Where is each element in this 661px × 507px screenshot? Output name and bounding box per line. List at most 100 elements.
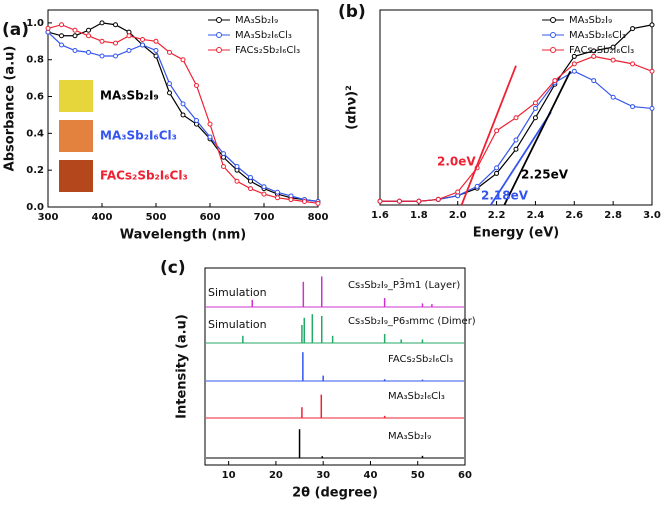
data-point — [126, 33, 132, 39]
data-point — [180, 57, 186, 63]
data-point — [494, 128, 500, 134]
x-tick-label: 800 — [308, 212, 329, 223]
x-tick-label: 500 — [146, 212, 167, 223]
x-tick-label: 2.4 — [527, 210, 545, 221]
data-point — [113, 53, 118, 59]
data-point — [532, 105, 538, 111]
panel-label: (c) — [160, 258, 186, 278]
legend-marker — [216, 17, 222, 23]
annotation: Simulation — [208, 318, 267, 331]
data-point — [194, 82, 199, 88]
x-tick-label: 30 — [316, 470, 330, 481]
data-point — [532, 115, 538, 121]
plot-frame — [204, 267, 466, 466]
data-point — [302, 198, 307, 204]
x-tick-label: 50 — [411, 470, 425, 481]
legend-marker — [550, 32, 556, 38]
data-point — [552, 78, 558, 84]
data-point — [45, 25, 51, 31]
legend-label: FACs₂Sb₂I₆Cl₃ — [235, 45, 300, 56]
fit-line — [489, 111, 552, 206]
data-point — [494, 170, 500, 176]
inset-label: FACs₂Sb₂I₆Cl₃ — [100, 169, 188, 183]
legend-label: MA₃Sb₂I₆Cl₃ — [569, 30, 626, 41]
data-point — [513, 137, 519, 143]
x-tick-label: 1.6 — [371, 210, 389, 221]
data-point — [221, 151, 226, 157]
inset-swatch — [59, 160, 93, 192]
data-point — [207, 121, 213, 127]
data-point — [72, 27, 78, 33]
data-point — [649, 105, 655, 111]
plot-frame — [47, 9, 319, 208]
data-point — [59, 42, 64, 48]
legend-label: MA₃Sb₂I₆Cl₃ — [235, 30, 292, 41]
x-tick-label: 2.2 — [488, 210, 506, 221]
data-point — [396, 198, 402, 204]
trace-label: FACs₂Sb₂I₆Cl₃ — [388, 354, 453, 365]
legend-label: MA₃Sb₂I₉ — [235, 15, 278, 26]
annotation: 2.0eV — [437, 155, 476, 169]
data-point — [86, 33, 91, 39]
panel-label: (b) — [338, 2, 366, 22]
x-tick-label: 10 — [222, 470, 236, 481]
data-point — [99, 38, 105, 44]
data-point — [275, 195, 280, 201]
data-point — [248, 175, 253, 181]
data-point — [474, 183, 480, 189]
data-point — [167, 81, 172, 87]
x-tick-label: 40 — [363, 470, 377, 481]
data-point — [59, 33, 64, 39]
data-point — [288, 197, 294, 203]
data-point — [630, 104, 636, 110]
data-point — [86, 27, 91, 33]
inset-swatch — [59, 80, 93, 112]
data-point — [221, 163, 226, 169]
x-tick-label: 20 — [269, 470, 283, 481]
inset-label: MA₃Sb₂I₆Cl₃ — [100, 129, 177, 143]
data-point — [72, 33, 78, 39]
x-tick-label: 400 — [92, 212, 113, 223]
trace-label: MA₃Sb₂I₆Cl₃ — [388, 391, 445, 402]
data-point — [72, 48, 78, 54]
data-point — [571, 68, 577, 74]
data-point — [513, 115, 519, 121]
data-point — [377, 198, 383, 204]
data-point — [610, 57, 616, 63]
data-point — [99, 20, 105, 26]
x-tick-label: 2.8 — [604, 210, 622, 221]
data-point — [591, 48, 597, 54]
legend-label: MA₃Sb₂I₉ — [569, 15, 612, 26]
y-tick-label: 0.6 — [26, 92, 44, 103]
x-axis-title: Wavelength (nm) — [120, 228, 246, 243]
data-point — [113, 40, 118, 46]
y-axis-title: Intensity (a.u) — [175, 314, 190, 419]
data-point — [571, 61, 577, 67]
data-point — [610, 44, 616, 50]
data-point — [140, 36, 145, 42]
x-tick-label: 600 — [200, 212, 221, 223]
data-point — [610, 94, 616, 100]
panel-label: (a) — [2, 20, 29, 40]
data-point — [167, 49, 172, 55]
trace-label: Cs₃Sb₂I₉_P3̄m1 (Layer) — [348, 278, 460, 291]
data-point — [180, 101, 186, 107]
fit-line — [460, 65, 517, 206]
data-point — [261, 184, 267, 190]
inset-label: MA₃Sb₂I₉ — [100, 89, 159, 103]
x-tick-label: 2.0 — [449, 210, 467, 221]
legend-label: FACs₂Sb₂I₆Cl₃ — [569, 45, 634, 56]
data-point — [140, 42, 145, 48]
inset-swatch — [59, 120, 93, 152]
data-point — [194, 117, 199, 123]
data-point — [261, 191, 267, 197]
data-point — [234, 178, 240, 184]
data-point — [630, 26, 636, 32]
legend-marker — [216, 47, 222, 53]
data-point — [86, 49, 91, 55]
data-point — [591, 53, 597, 59]
y-tick-label: 0.2 — [26, 165, 44, 176]
data-point — [167, 90, 172, 96]
x-tick-label: 3.0 — [643, 210, 661, 221]
